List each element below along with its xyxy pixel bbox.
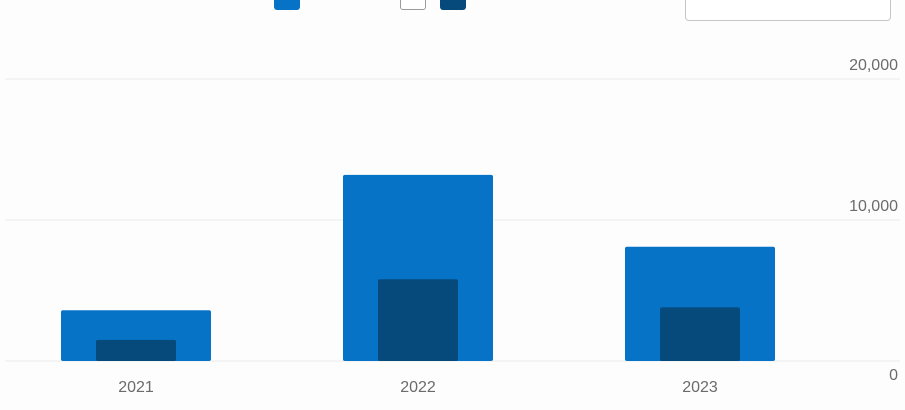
- y-axis-labels: 0 10,000 20,000: [849, 57, 898, 384]
- bars: [61, 174, 775, 361]
- bar-2022-series-2[interactable]: [378, 279, 458, 361]
- y-tick-label: 20,000: [849, 57, 898, 74]
- legend-checkbox[interactable]: [400, 0, 426, 10]
- x-tick-label: 2023: [682, 379, 718, 396]
- y-tick-label: 10,000: [849, 198, 898, 215]
- x-tick-label: 2022: [400, 379, 436, 396]
- bar-2021-series-2[interactable]: [96, 339, 176, 361]
- bar-2023-series-2[interactable]: [660, 307, 740, 361]
- legend-swatch-series-2[interactable]: [440, 0, 466, 10]
- y-tick-label: 0: [889, 367, 898, 384]
- period-dropdown[interactable]: [685, 0, 891, 21]
- legend-swatch-series-1[interactable]: [274, 0, 300, 10]
- x-axis-labels: 2021 2022 2023: [118, 379, 718, 396]
- x-tick-label: 2021: [118, 379, 154, 396]
